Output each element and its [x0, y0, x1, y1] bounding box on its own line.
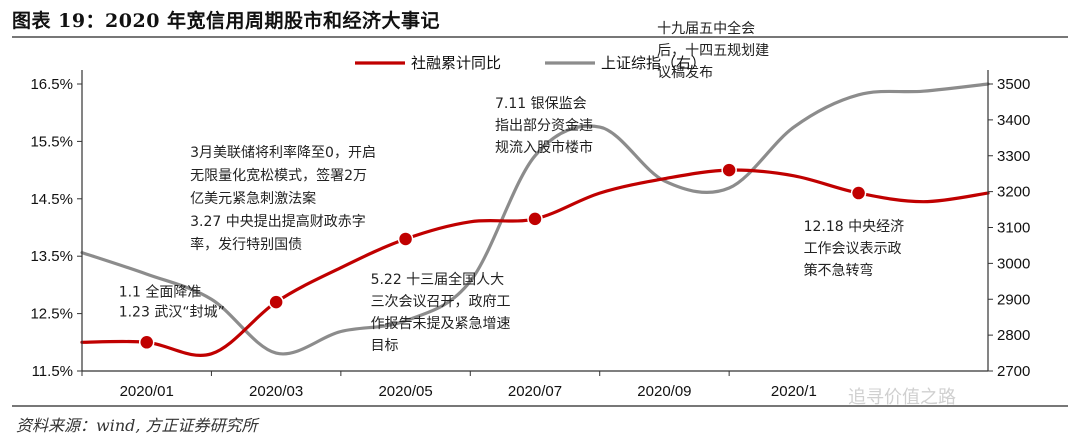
y-right-tick-label: 3500	[997, 76, 1030, 93]
event-annotation-line: 1.23 武汉“封城”	[119, 304, 225, 320]
event-annotation-line: 12.18 中央经济	[804, 219, 905, 235]
event-annotation-line: 3月美联储将利率降至0，开启	[190, 144, 376, 161]
event-annotation-line: 策不急转弯	[804, 262, 874, 279]
legend-label-social-financing: 社融累计同比	[411, 54, 501, 72]
y-left-tick-label: 16.5%	[30, 76, 73, 93]
y-right-tick-label: 3200	[997, 184, 1030, 201]
event-annotation-line: 3.27 中央提出提高财政赤字	[190, 213, 366, 230]
event-marker	[721, 162, 737, 178]
event-annotation-line: 作报告未提及紧急增速	[371, 316, 511, 332]
y-left-tick-label: 14.5%	[30, 191, 73, 208]
event-annotation-line: 十九届五中全会	[657, 20, 755, 37]
marker-layer	[138, 162, 867, 351]
x-tick-label: 2020/03	[249, 383, 303, 400]
x-tick-label: 2020/05	[378, 383, 432, 400]
event-annotation-line: 亿美元紧急刺激法案	[190, 190, 316, 207]
axes: 11.5% 12.5% 13.5% 14.5% 15.5% 16.5% 2700 2800 29…	[30, 70, 1030, 400]
x-tick-label: 2020/07	[508, 383, 562, 400]
x-tick-label: 2020/01	[120, 383, 174, 400]
event-annotation-line: 5.22 十三届全国人大	[371, 271, 505, 288]
x-tick-label: 2020/1	[771, 383, 817, 400]
annotation-layer: 1.1 全面降准 1.23 武汉“封城” 3月美联储将利率降至0，开启无限量化宽松模…	[119, 20, 904, 354]
y-right-tick-label: 2900	[997, 291, 1030, 308]
top-rule	[12, 36, 1068, 38]
event-annotation-line: 无限量化宽松模式，签署2万	[190, 167, 367, 184]
y-right-tick-label: 3400	[997, 112, 1030, 129]
y-right-tick-label: 3000	[997, 255, 1030, 272]
y-right-tick-label: 2800	[997, 327, 1030, 344]
event-annotation-line: 后，十四五规划建	[657, 43, 769, 59]
event-annotation-line: 目标	[371, 338, 399, 354]
y-right-tick-label: 3100	[997, 220, 1030, 237]
event-annotation-line: 工作会议表示政	[804, 241, 902, 257]
y-right-tick-label: 2700	[997, 363, 1030, 380]
x-tick-label: 2020/09	[637, 383, 691, 400]
event-marker	[268, 294, 284, 310]
y-left-tick-label: 13.5%	[30, 248, 73, 265]
event-annotation-line: 1.1 全面降准	[119, 283, 202, 300]
event-annotation-line: 率，发行特别国债	[190, 236, 302, 253]
y-right-tick-label: 3300	[997, 148, 1030, 165]
event-marker	[397, 231, 414, 247]
event-marker	[850, 185, 867, 201]
bottom-rule	[12, 405, 1068, 407]
figure-title: 图表 19：2020 年宽信用周期股市和经济大事记	[12, 10, 441, 32]
legend-label-shanghai-index: 上证综指（右）	[601, 54, 706, 72]
y-left-tick-label: 12.5%	[30, 306, 73, 323]
event-marker	[527, 211, 543, 227]
event-annotation-line: 议稿发布	[657, 65, 713, 81]
event-annotation-line: 三次会议召开，政府工	[371, 294, 511, 310]
series-line-shanghai-index	[80, 82, 990, 356]
y-left-tick-label: 15.5%	[30, 133, 73, 150]
watermark-text: 追寻价值之路	[848, 387, 956, 408]
event-marker	[138, 334, 155, 351]
source-note: 资料来源：wind, 方正证券研究所	[16, 416, 258, 435]
y-left-tick-label: 11.5%	[32, 363, 73, 380]
legend: 社融累计同比 上证综指（右）	[355, 54, 706, 72]
event-annotation-line: 7.11 银保监会	[495, 96, 587, 112]
event-annotation-line: 指出部分资金违	[495, 118, 593, 134]
event-annotation-line: 规流入股市楼市	[495, 139, 593, 156]
